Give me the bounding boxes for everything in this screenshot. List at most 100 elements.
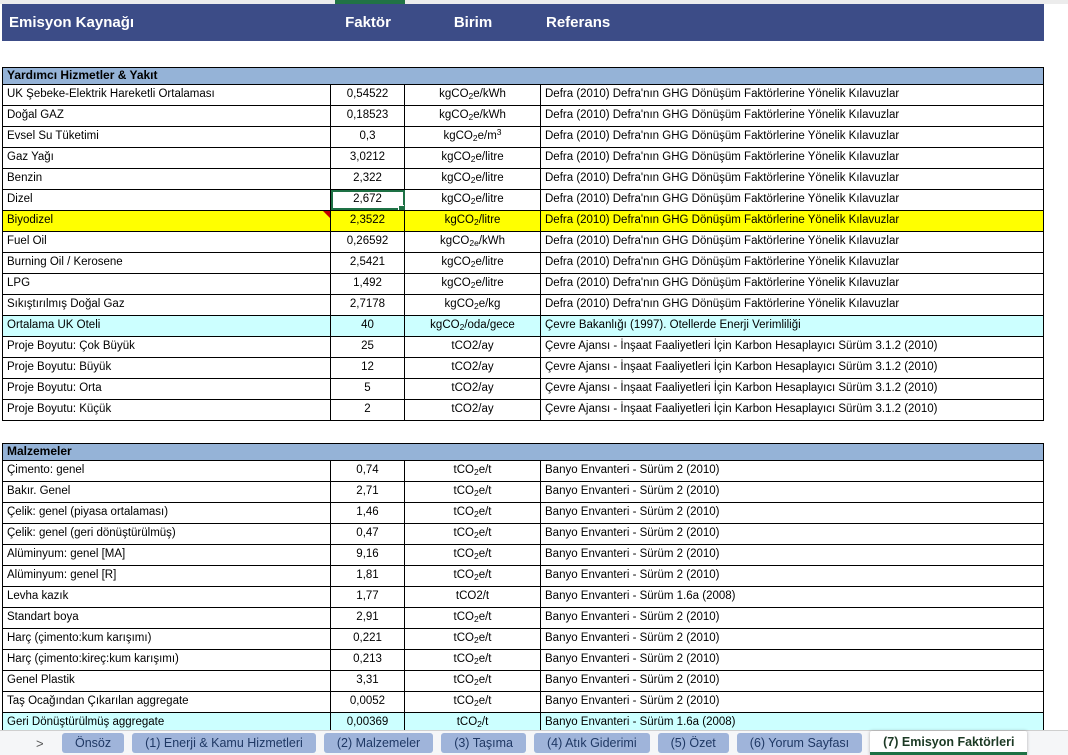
cell-unit[interactable]: tCO2e/t — [405, 566, 541, 586]
cell-unit[interactable]: kgCO2e/litre — [405, 190, 541, 210]
cell-factor[interactable]: 3,31 — [331, 671, 405, 691]
cell-reference[interactable]: Defra (2010) Defra'nın GHG Dönüşüm Faktö… — [545, 298, 900, 310]
tab-4-atik-giderimi[interactable]: (4) Atık Giderimi — [534, 732, 650, 754]
cell-source[interactable]: Benzin — [3, 169, 331, 189]
tab-6-yorum-sayfasi[interactable]: (6) Yorum Sayfası — [736, 732, 863, 754]
cell-reference[interactable]: Defra (2010) Defra'nın GHG Dönüşüm Faktö… — [545, 214, 900, 226]
cell-unit[interactable]: tCO2/ay — [405, 400, 541, 420]
cell-source[interactable]: Sıkıştırılmış Doğal Gaz — [3, 295, 331, 315]
cell-factor[interactable]: 0,213 — [331, 650, 405, 670]
cell-source[interactable]: Çelik: genel (piyasa ortalaması) — [3, 503, 331, 523]
cell-unit[interactable]: kgCO2e/litre — [405, 253, 541, 273]
tab-2-malzemeler[interactable]: (2) Malzemeler — [323, 732, 434, 754]
cell-unit[interactable]: kgCO2e/m3 — [405, 127, 541, 147]
cell-factor[interactable]: 0,54522 — [331, 85, 405, 105]
selected-cell[interactable]: 2,672 — [331, 190, 405, 210]
cell-factor[interactable]: 0,00369 — [331, 713, 405, 733]
cell-factor[interactable]: 0,74 — [331, 461, 405, 481]
cell-factor[interactable]: 5 — [331, 379, 405, 399]
tab-1-enerji-kamu-hizmetleri[interactable]: (1) Enerji & Kamu Hizmetleri — [132, 732, 316, 754]
cell-reference[interactable]: Çevre Bakanlığı (1997). Otellerde Enerji… — [545, 319, 801, 331]
cell-reference[interactable]: Banyo Envanteri - Sürüm 2 (2010) — [545, 695, 720, 707]
tab-7-emisyon-faktorleri[interactable]: (7) Emisyon Faktörleri — [870, 731, 1028, 755]
cell-reference[interactable]: Defra (2010) Defra'nın GHG Dönüşüm Faktö… — [545, 88, 900, 100]
cell-factor[interactable]: 40 — [331, 316, 405, 336]
cell-source[interactable]: Ortalama UK Oteli — [3, 316, 331, 336]
cell-reference[interactable]: Banyo Envanteri - Sürüm 1.6a (2008) — [545, 590, 736, 602]
section-header[interactable]: Malzemeler — [2, 443, 1044, 461]
cell-factor[interactable]: 2,71 — [331, 482, 405, 502]
cell-source[interactable]: Doğal GAZ — [3, 106, 331, 126]
cell-reference[interactable]: Çevre Ajansı - İnşaat Faaliyetleri İçin … — [545, 340, 938, 352]
cell-factor[interactable]: 0,0052 — [331, 692, 405, 712]
cell-source[interactable]: Levha kazık — [3, 587, 331, 607]
cell-factor[interactable]: 25 — [331, 337, 405, 357]
cell-unit[interactable]: kgCO2e/kWh — [405, 232, 541, 252]
cell-reference[interactable]: Banyo Envanteri - Sürüm 1.6a (2008) — [545, 716, 736, 728]
cell-unit[interactable]: tCO2e/t — [405, 524, 541, 544]
cell-source[interactable]: Taş Ocağından Çıkarılan aggregate — [3, 692, 331, 712]
cell-unit[interactable]: kgCO2/litre — [405, 211, 541, 231]
cell-source[interactable]: UK Şebeke-Elektrik Hareketli Ortalaması — [3, 85, 331, 105]
cell-factor[interactable]: 1,77 — [331, 587, 405, 607]
cell-source[interactable]: Geri Dönüştürülmüş aggregate — [3, 713, 331, 733]
cell-source[interactable]: Harç (çimento:kum karışımı) — [3, 629, 331, 649]
cell-factor[interactable]: 2,7178 — [331, 295, 405, 315]
cell-reference[interactable]: Defra (2010) Defra'nın GHG Dönüşüm Faktö… — [545, 109, 900, 121]
cell-unit[interactable]: tCO2e/t — [405, 461, 541, 481]
cell-reference[interactable]: Banyo Envanteri - Sürüm 2 (2010) — [545, 632, 720, 644]
cell-source[interactable]: Proje Boyutu: Küçük — [3, 400, 331, 420]
cell-reference[interactable]: Banyo Envanteri - Sürüm 2 (2010) — [545, 464, 720, 476]
cell-source[interactable]: Alüminyum: genel [R] — [3, 566, 331, 586]
cell-unit[interactable]: tCO2e/t — [405, 545, 541, 565]
cell-factor[interactable]: 2,3522 — [331, 211, 405, 231]
cell-unit[interactable]: tCO2e/t — [405, 482, 541, 502]
cell-source[interactable]: Proje Boyutu: Orta — [3, 379, 331, 399]
cell-factor[interactable]: 0,26592 — [331, 232, 405, 252]
cell-reference[interactable]: Defra (2010) Defra'nın GHG Dönüşüm Faktö… — [545, 172, 900, 184]
cell-source[interactable]: Burning Oil / Kerosene — [3, 253, 331, 273]
cell-reference[interactable]: Defra (2010) Defra'nın GHG Dönüşüm Faktö… — [545, 235, 900, 247]
cell-factor[interactable]: 0,18523 — [331, 106, 405, 126]
cell-unit[interactable]: tCO2e/t — [405, 503, 541, 523]
cell-unit[interactable]: tCO2/t — [405, 587, 541, 607]
cell-factor[interactable]: 2,322 — [331, 169, 405, 189]
cell-source[interactable]: Fuel Oil — [3, 232, 331, 252]
cell-source[interactable]: Proje Boyutu: Büyük — [3, 358, 331, 378]
cell-unit[interactable]: kgCO2e/kg — [405, 295, 541, 315]
cell-source[interactable]: Çelik: genel (geri dönüştürülmüş) — [3, 524, 331, 544]
cell-unit[interactable]: kgCO2e/kWh — [405, 85, 541, 105]
cell-source[interactable]: Harç (çimento:kireç:kum karışımı) — [3, 650, 331, 670]
cell-reference[interactable]: Defra (2010) Defra'nın GHG Dönüşüm Faktö… — [545, 193, 900, 205]
cell-source[interactable]: Biyodizel — [3, 211, 331, 231]
cell-factor[interactable]: 1,81 — [331, 566, 405, 586]
cell-unit[interactable]: tCO2/ay — [405, 337, 541, 357]
cell-unit[interactable]: tCO2/ay — [405, 358, 541, 378]
cell-factor[interactable]: 9,16 — [331, 545, 405, 565]
cell-source[interactable]: Standart boya — [3, 608, 331, 628]
cell-factor[interactable]: 12 — [331, 358, 405, 378]
cell-reference[interactable]: Defra (2010) Defra'nın GHG Dönüşüm Faktö… — [545, 277, 900, 289]
cell-source[interactable]: Evsel Su Tüketimi — [3, 127, 331, 147]
cell-unit[interactable]: tCO2/ay — [405, 379, 541, 399]
section-header[interactable]: Yardımcı Hizmetler & Yakıt — [2, 67, 1044, 85]
cell-factor[interactable]: 2,91 — [331, 608, 405, 628]
cell-unit[interactable]: tCO2e/t — [405, 650, 541, 670]
cell-factor[interactable]: 0,47 — [331, 524, 405, 544]
cell-factor[interactable]: 2 — [331, 400, 405, 420]
cell-unit[interactable]: tCO2e/t — [405, 692, 541, 712]
cell-reference[interactable]: Banyo Envanteri - Sürüm 2 (2010) — [545, 527, 720, 539]
cell-reference[interactable]: Banyo Envanteri - Sürüm 2 (2010) — [545, 506, 720, 518]
cell-source[interactable]: Gaz Yağı — [3, 148, 331, 168]
cell-reference[interactable]: Banyo Envanteri - Sürüm 2 (2010) — [545, 485, 720, 497]
cell-unit[interactable]: kgCO2e/litre — [405, 274, 541, 294]
cell-source[interactable]: Alüminyum: genel [MA] — [3, 545, 331, 565]
cell-reference[interactable]: Banyo Envanteri - Sürüm 2 (2010) — [545, 569, 720, 581]
cell-unit[interactable]: kgCO2e/litre — [405, 148, 541, 168]
cell-source[interactable]: Bakır. Genel — [3, 482, 331, 502]
tab-3-tasima[interactable]: (3) Taşıma — [441, 732, 527, 754]
sheet-nav-next-icon[interactable]: > — [36, 735, 44, 751]
tab-onsoz[interactable]: Önsöz — [62, 732, 125, 754]
cell-unit[interactable]: kgCO2e/kWh — [405, 106, 541, 126]
cell-reference[interactable]: Defra (2010) Defra'nın GHG Dönüşüm Faktö… — [545, 130, 900, 142]
